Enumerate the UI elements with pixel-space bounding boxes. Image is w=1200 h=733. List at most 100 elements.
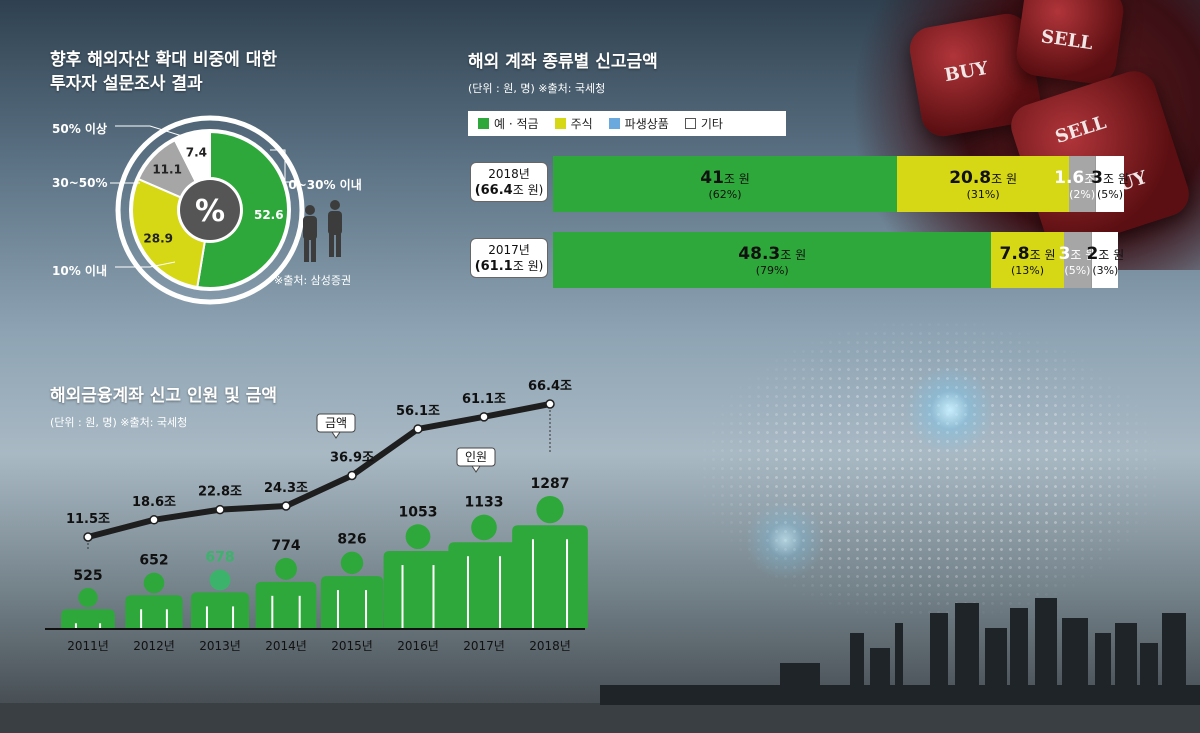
donut-label-50plus: 50% 이상 <box>52 122 107 136</box>
people-label: 525 <box>73 568 102 584</box>
amount-label: 36.9조 <box>330 450 374 465</box>
segment-percent: (3%) <box>1092 263 1119 277</box>
year-total-value: (61.1 <box>474 259 513 274</box>
city-skyline <box>0 598 1200 733</box>
segment-percent: (62%) <box>708 187 742 201</box>
bars-subtitle: (단위 : 원, 명) ※출처: 국세청 <box>468 82 606 95</box>
light-glow <box>745 500 825 580</box>
bar-segment: 7.8조 원 (13%) <box>991 232 1064 288</box>
people-tag-text: 인원 <box>465 450 487 464</box>
donut-value-label: 7.4 <box>186 146 207 160</box>
year-axis-label: 2018년 <box>529 639 571 653</box>
amount-label: 61.1조 <box>462 392 506 407</box>
donut-value-label: 28.9 <box>143 231 173 245</box>
year-axis-label: 2012년 <box>133 639 175 653</box>
percent-icon: % <box>195 194 225 229</box>
person-icon <box>512 496 588 628</box>
legend-swatch <box>608 118 620 129</box>
people-label: 678 <box>205 550 234 566</box>
donut-value-label: 52.6 <box>254 208 284 222</box>
legend-other: 기타 <box>684 115 723 132</box>
legend-swatch <box>478 118 489 129</box>
segment-value-unit: 조 원 <box>991 171 1018 186</box>
segment-value: 2조 원 <box>1086 244 1124 264</box>
segment-percent: (5%) <box>1096 187 1124 201</box>
light-glow <box>905 365 995 455</box>
donut-title: 향후 해외자산 확대 비중에 대한 투자자 설문조사 결과 <box>50 48 277 96</box>
donut-value-label: 11.1 <box>152 162 182 176</box>
people-label: 774 <box>271 538 300 554</box>
people-label: 652 <box>139 553 168 569</box>
amount-point <box>347 470 357 481</box>
donut-center <box>180 180 240 240</box>
bar-segment: 2조 원 (3%) <box>1086 232 1124 288</box>
amount-label: 56.1조 <box>396 404 440 419</box>
amount-point <box>545 399 555 409</box>
leader-line <box>115 125 196 141</box>
segment-value-number: 48.3 <box>738 243 781 264</box>
legend-label: 기타 <box>700 117 723 131</box>
segment-value: 41조 원 <box>700 168 750 188</box>
legend-stock: 주식 <box>554 115 593 132</box>
stacked-bar: 41조 원(62%)20.8조 원(31%)1.6조 원(2%)3조 원(5%) <box>553 156 1129 212</box>
year-axis-label: 2011년 <box>67 639 109 653</box>
legend-label: 파생상품 <box>624 117 669 131</box>
year-total: (66.4조 원) <box>471 182 547 199</box>
person-icon <box>383 524 453 628</box>
bar-segment: 20.8조 원 (31%) <box>897 156 1070 212</box>
year-label: 2018년 <box>488 167 530 181</box>
segment-value-number: 41 <box>700 167 724 188</box>
stacked-bar: 48.3조 원 (79%) 7.8조 원 (13%) 3조 원 (5%) 2조 원 (3%) <box>553 232 1124 288</box>
legend-label: 예 · 적금 <box>494 117 539 131</box>
segment-value-unit: 조 원 <box>1029 247 1056 262</box>
amount-point <box>413 424 423 434</box>
bar-segment: 1.6조 원(2%) <box>1054 156 1110 212</box>
year-total: (61.1조 원) <box>471 258 547 275</box>
people-label: 826 <box>337 532 366 548</box>
amount-point <box>149 515 159 525</box>
segment-value-number: 3 <box>1091 167 1103 188</box>
year-total-value: (66.4 <box>474 183 513 198</box>
segment-percent: (2%) <box>1069 187 1096 201</box>
segment-value-unit: 조 원 <box>780 247 807 262</box>
segment-value: 20.8조 원 <box>949 168 1017 188</box>
person-silhouette <box>328 200 342 257</box>
year-total-unit: 조 원) <box>512 183 544 197</box>
bar-segment: 48.3조 원 (79%) <box>553 232 992 288</box>
segment-value-number: 3 <box>1058 243 1071 264</box>
legend-label: 주식 <box>570 117 593 131</box>
amount-tag-text: 금액 <box>325 416 347 430</box>
dice-background: BUY SELL SELL BUY <box>820 0 1200 270</box>
amount-label: 22.8조 <box>198 485 242 500</box>
donut-source: ※출처: 삼성증권 <box>274 274 352 287</box>
person-icon <box>61 588 115 628</box>
donut-title-line2: 투자자 설문조사 결과 <box>50 74 203 94</box>
leader-line <box>115 261 176 268</box>
segment-value-unit: 조 원 <box>1098 247 1125 262</box>
bars-title: 해외 계좌 종류별 신고금액 <box>468 52 658 72</box>
segment-value-unit: 조 원 <box>723 171 750 186</box>
year-axis-label: 2016년 <box>397 639 439 653</box>
segment-percent: (31%) <box>966 187 1000 201</box>
bars-legend: 예 · 적금 주식 파생상품 기타 <box>468 111 786 136</box>
segment-percent: (13%) <box>1010 263 1045 277</box>
people-label: 1053 <box>399 504 438 520</box>
line-subtitle: (단위 : 원, 명) ※출처: 국세청 <box>50 416 188 429</box>
people-label: 1287 <box>531 476 570 492</box>
donut-outer-ring <box>115 115 305 305</box>
year-tag: 2017년 (61.1조 원) <box>470 238 548 278</box>
people-tag: 인원 <box>456 447 496 473</box>
amount-tag: 금액 <box>316 413 356 439</box>
person-icon <box>190 569 250 628</box>
legend-derivative: 파생상품 <box>608 115 669 132</box>
amount-label: 18.6조 <box>132 495 176 510</box>
year-tag: 2018년 (66.4조 원) <box>470 162 548 202</box>
amount-line <box>87 401 551 540</box>
bar-segment: 3조 원 (5%) <box>1091 156 1129 212</box>
donut-slice <box>131 177 206 289</box>
segment-value: 3조 원 <box>1059 244 1097 264</box>
people-label: 1133 <box>465 495 504 511</box>
amount-label: 24.3조 <box>264 481 308 496</box>
